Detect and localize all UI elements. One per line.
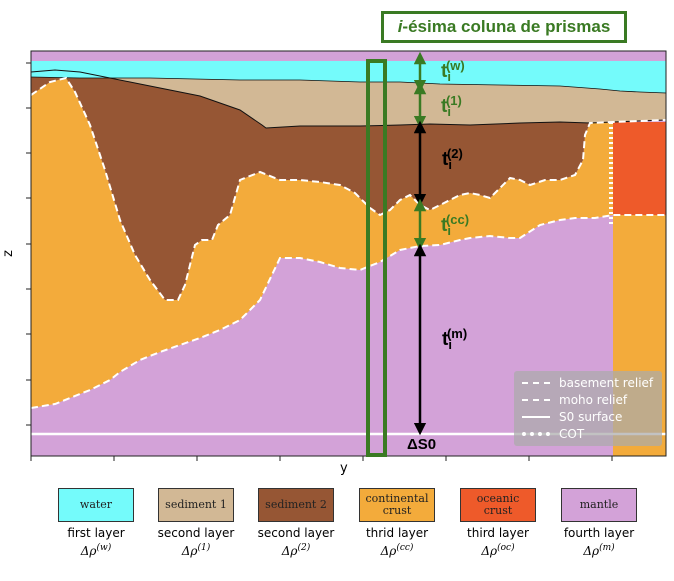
title-prefix: i <box>397 17 403 36</box>
legend-cot: COT <box>522 427 584 441</box>
y-axis-ticks <box>26 62 31 426</box>
legend-basement-relief: basement relief <box>522 376 653 390</box>
legend-moho-relief: moho relief <box>522 393 627 407</box>
oceanic-crust-layer <box>613 122 666 215</box>
swatch-oceanic-crust: oceanic crust third layer Δρ(oc) <box>448 488 548 558</box>
line-legend: basement relief moho relief S0 surface C… <box>514 371 662 446</box>
delta-s0-label: ΔS0 <box>407 436 437 453</box>
prism-column-title: i -ésima coluna de prismas <box>381 11 627 43</box>
label-t-mantle: ti(m) <box>442 326 468 352</box>
x-axis-ticks <box>30 456 613 461</box>
prism-column-outline <box>366 59 387 457</box>
label-t-sediment2: ti(2) <box>442 146 463 172</box>
label-t-continental-crust: ti(cc) <box>441 212 470 238</box>
swatch-continental-crust: continental crust thrid layer Δρ(cc) <box>347 488 447 558</box>
swatch-sediment-2: sediment 2 second layer Δρ(2) <box>246 488 346 558</box>
y-axis-label: z <box>0 250 16 257</box>
moho-relief-line <box>31 214 666 409</box>
x-axis-label: y <box>340 461 348 476</box>
title-text: -ésima coluna de prismas <box>402 17 611 36</box>
sediment-boundary-line <box>31 69 666 129</box>
swatch-mantle: mantle fourth layer Δρ(m) <box>549 488 649 558</box>
sediment-2-layer <box>31 70 590 300</box>
swatch-water: water first layer Δρ(w) <box>46 488 146 558</box>
plot-frame <box>30 50 667 457</box>
swatch-sediment-1: sediment 1 second layer Δρ(1) <box>146 488 246 558</box>
label-t-sediment1: ti(1) <box>441 93 462 119</box>
legend-s0-surface: S0 surface <box>522 410 622 424</box>
label-t-water: ti(w) <box>441 58 465 84</box>
continental-crust-layer <box>31 78 666 456</box>
